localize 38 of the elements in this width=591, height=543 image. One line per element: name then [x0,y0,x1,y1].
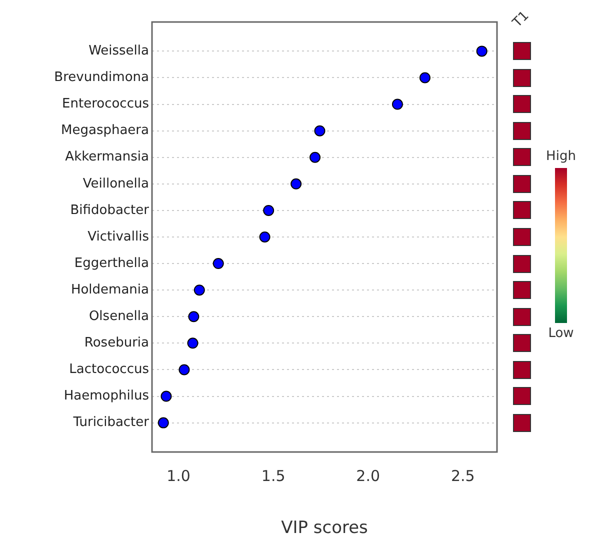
point [212,258,224,270]
point [419,72,430,84]
text: Low [548,326,574,341]
y-tick-label: Weissella [88,44,149,59]
point [187,338,198,349]
text: High [546,149,576,164]
y-tick-label: Victivallis [88,229,150,244]
y-tick-label: Turicibacter [72,415,150,430]
point [188,311,200,322]
point [160,390,172,402]
y-tick-label: Haemophilus [64,388,150,404]
point [290,178,302,190]
point [158,417,169,428]
point [392,98,403,110]
point [259,232,270,242]
x-tick-label: 2.0 [356,466,380,485]
y-tick-label: Akkermansia [65,150,149,165]
y-tick-label: Eggerthella [74,256,149,271]
point [194,284,205,296]
y-tick-label: Brevundimona [54,70,149,86]
y-tick-label: Roseburia [84,336,149,351]
point [310,152,321,163]
y-tick-label: Veillonella [82,176,149,192]
point [314,125,326,136]
y-tick-label: Lactococcus [69,362,150,378]
point [263,204,274,216]
x-axis-title: VIP scores [281,518,368,538]
y-tick-label: Holdemania [70,282,149,298]
y-tick-label: Bifidobacter [70,202,150,218]
y-tick-label: Enterococcus [62,96,150,112]
y-tick-label: Megasphaera [61,123,149,138]
point [178,364,190,376]
x-tick-label: 1.0 [166,466,190,485]
x-tick-label: 2.5 [450,466,475,485]
x-tick-label: 1.5 [261,466,286,485]
y-tick-label: Olsenella [88,309,149,324]
point [476,46,488,57]
text: T1 [510,8,532,31]
